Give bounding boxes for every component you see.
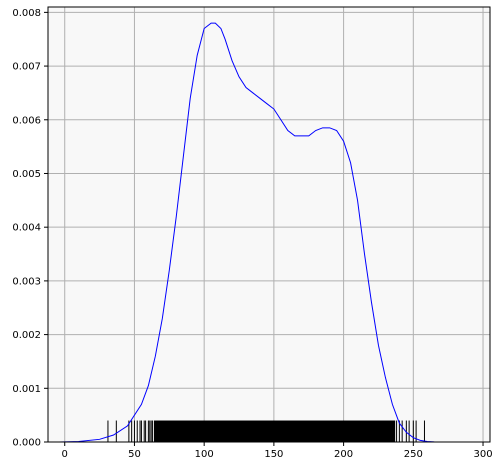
x-tick-label: 300: [473, 449, 492, 460]
plot-background: [48, 7, 490, 442]
y-tick-label: 0.003: [12, 276, 41, 287]
y-tick-label: 0.007: [12, 62, 41, 73]
rug-band: [153, 420, 396, 442]
y-tick-label: 0.004: [12, 223, 41, 234]
y-tick-label: 0.008: [12, 8, 41, 19]
y-tick-label: 0.002: [12, 330, 41, 341]
grid: [48, 7, 490, 443]
y-tick-label: 0.001: [12, 384, 41, 395]
y-tick-label: 0.006: [12, 115, 41, 126]
y-axis: 0.000 0.001 0.002 0.003 0.004 0.005 0.006 0.007…: [12, 8, 48, 449]
y-tick-label: 0.000: [12, 438, 41, 449]
x-tick-label: 150: [264, 449, 283, 460]
kde-curve: [59, 22, 472, 443]
x-tick-label: 100: [195, 449, 214, 460]
y-tick-label: 0.005: [12, 169, 41, 180]
x-tick-label: 250: [404, 449, 423, 460]
x-tick-label: 0: [62, 449, 68, 460]
x-axis: 0 50 100 150 200 250 300: [62, 442, 493, 460]
x-tick-label: 50: [128, 449, 141, 460]
rug-marks: [107, 420, 425, 442]
x-tick-label: 200: [334, 449, 353, 460]
plot-frame: [47, 6, 491, 443]
